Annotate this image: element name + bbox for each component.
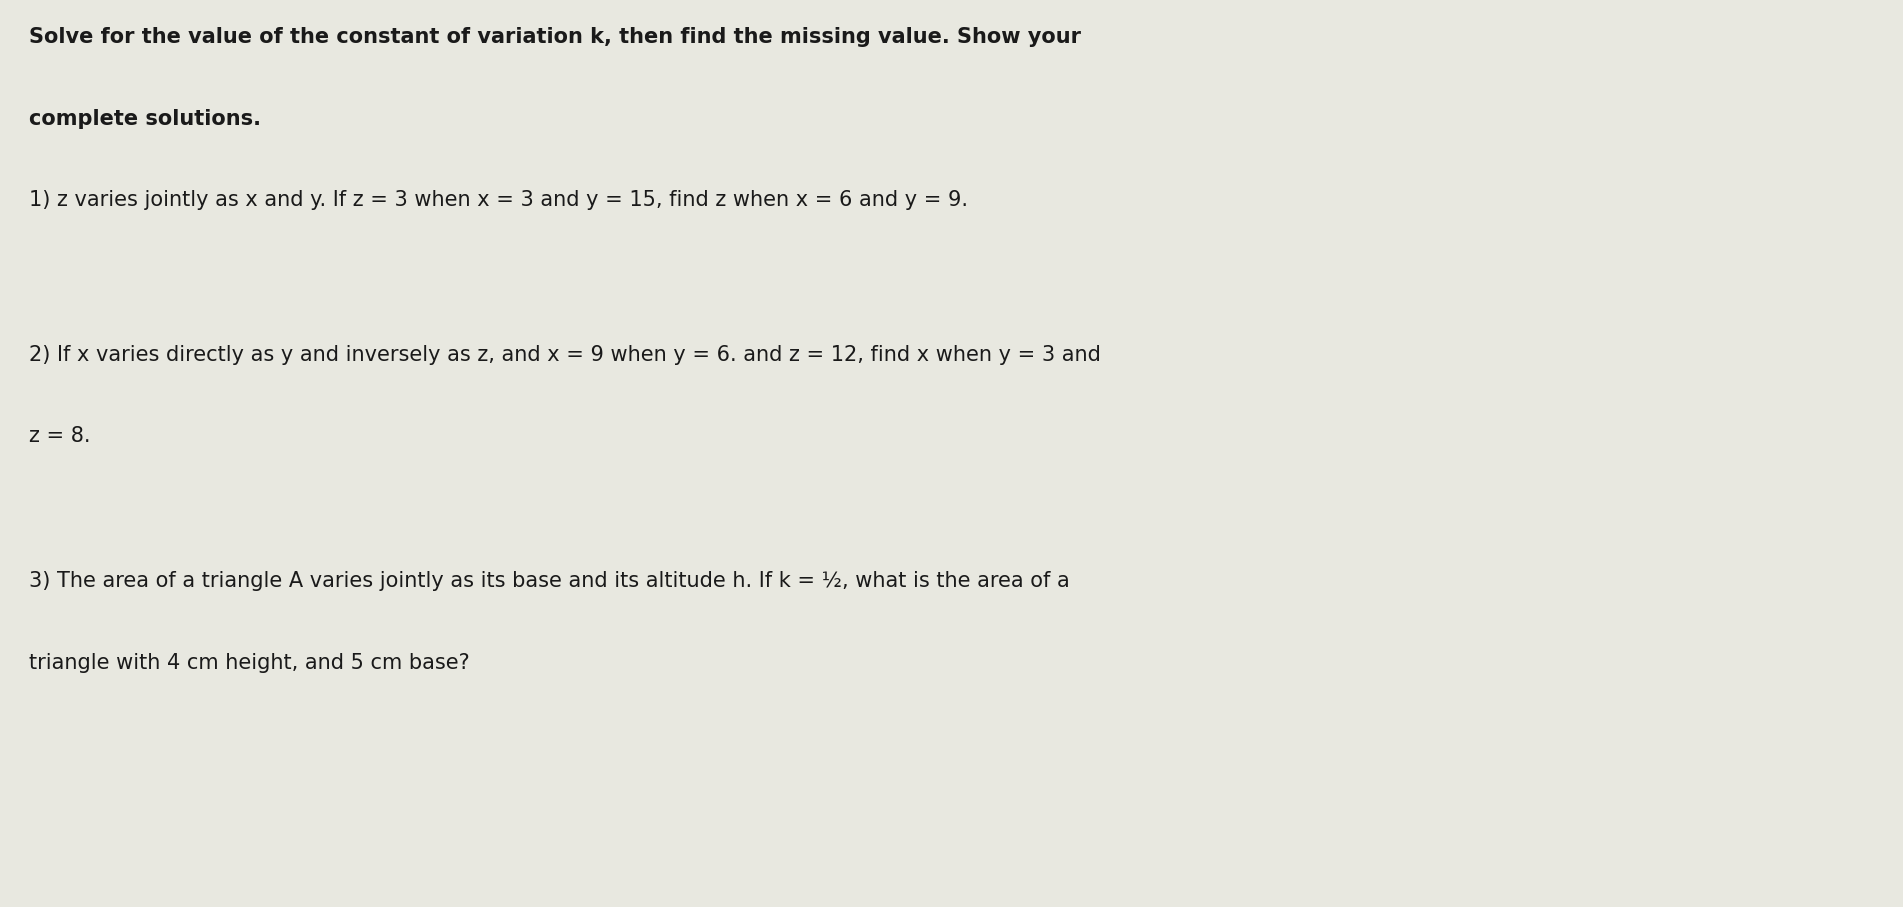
Text: triangle with 4 cm height, and 5 cm base?: triangle with 4 cm height, and 5 cm base…: [29, 653, 470, 673]
Text: 1) z varies jointly as x and y. If z = 3 when x = 3 and y = 15, find z when x = : 1) z varies jointly as x and y. If z = 3…: [29, 190, 967, 210]
Text: z = 8.: z = 8.: [29, 426, 89, 446]
Text: 3) The area of a triangle A varies jointly as its base and its altitude h. If k : 3) The area of a triangle A varies joint…: [29, 571, 1069, 591]
Text: 2) If x varies directly as y and inversely as z, and x = 9 when y = 6. and z = 1: 2) If x varies directly as y and inverse…: [29, 345, 1100, 365]
Text: complete solutions.: complete solutions.: [29, 109, 261, 129]
Text: Solve for the value of the constant of variation k, then find the missing value.: Solve for the value of the constant of v…: [29, 27, 1081, 47]
